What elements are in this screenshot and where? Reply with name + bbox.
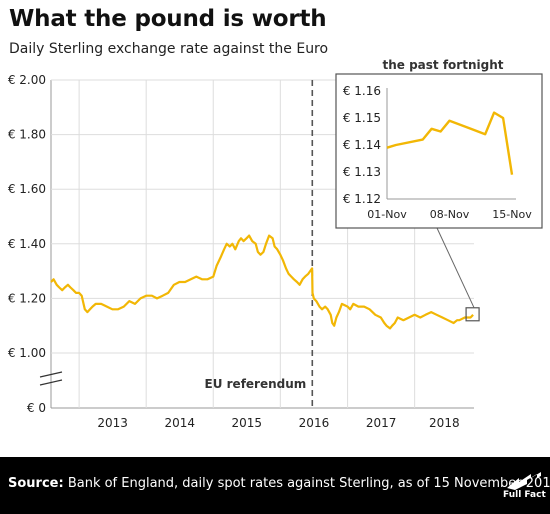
inset-y-tick-label: € 1.13	[343, 165, 381, 179]
full-fact-logo-icon	[507, 472, 541, 490]
highlight-box	[465, 307, 480, 322]
axis-break-stroke	[39, 371, 63, 378]
inset-y-tick-label: € 1.16	[343, 84, 381, 98]
x-tick-label: 2017	[366, 416, 397, 430]
source-label: Source:	[8, 476, 64, 491]
axis-break-icon	[39, 371, 63, 386]
referendum-label: EU referendum	[205, 377, 307, 391]
x-tick-label: 2014	[164, 416, 195, 430]
inset-connector-line	[436, 227, 475, 308]
inset-title: the past fortnight	[383, 58, 504, 72]
y-tick-label: € 1.60	[8, 182, 46, 196]
inset-x-tick-label: 08-Nov	[430, 208, 470, 221]
x-tick-label: 2015	[232, 416, 263, 430]
y-tick-label: € 2.00	[8, 73, 46, 87]
y-tick-label: € 1.80	[8, 128, 46, 142]
inset-x-tick-label: 15-Nov	[492, 208, 532, 221]
inset-series-line	[386, 111, 514, 175]
y-tick-label: € 1.20	[8, 291, 46, 305]
x-tick-label: 2013	[97, 416, 128, 430]
chart-subtitle: Daily Sterling exchange rate against the…	[9, 41, 329, 57]
y-tick-label: € 1.00	[8, 346, 46, 360]
logo-text: Full Fact	[503, 490, 546, 500]
inset-y-tick-label: € 1.15	[343, 111, 381, 125]
y-tick-label: € 0	[27, 401, 46, 415]
main-series-line	[50, 234, 474, 330]
axis-break-stroke	[39, 379, 63, 386]
y-tick-label: € 1.40	[8, 237, 46, 251]
source-text: Bank of England, daily spot rates agains…	[63, 476, 550, 491]
chart-title: What the pound is worth	[9, 6, 327, 32]
x-tick-label: 2018	[429, 416, 460, 430]
exchange-rate-chart: € 2.00 € 1.80 € 1.60 € 1.40 € 1.20 € 1.00 € 0 2…	[8, 58, 543, 430]
inset-x-tick-label: 01-Nov	[367, 208, 407, 221]
x-tick-label: 2016	[299, 416, 330, 430]
source-note: Source: Bank of England, daily spot rate…	[8, 476, 550, 491]
inset-y-tick-label: € 1.14	[343, 138, 381, 152]
footer-bar: Source: Bank of England, daily spot rate…	[0, 457, 550, 514]
inset-y-tick-label: € 1.12	[343, 192, 381, 206]
